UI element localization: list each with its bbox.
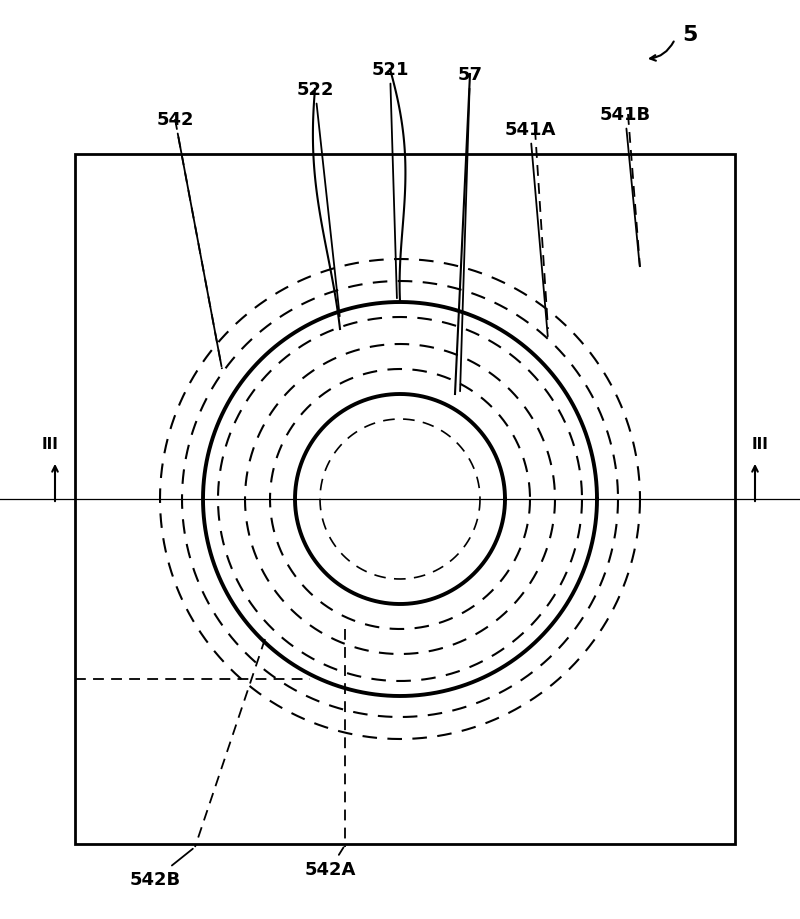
Text: III: III (751, 437, 769, 451)
Text: 57: 57 (458, 66, 482, 391)
Bar (75, 154, 735, 844)
Text: 541A: 541A (504, 121, 556, 337)
Text: 542A: 542A (304, 847, 356, 878)
Text: 542: 542 (156, 111, 222, 367)
Text: 542B: 542B (130, 849, 193, 888)
Text: 522: 522 (296, 81, 340, 317)
Text: 521: 521 (371, 61, 409, 299)
Text: 541B: 541B (599, 106, 650, 267)
Text: III: III (42, 437, 58, 451)
Text: 5: 5 (682, 25, 698, 45)
